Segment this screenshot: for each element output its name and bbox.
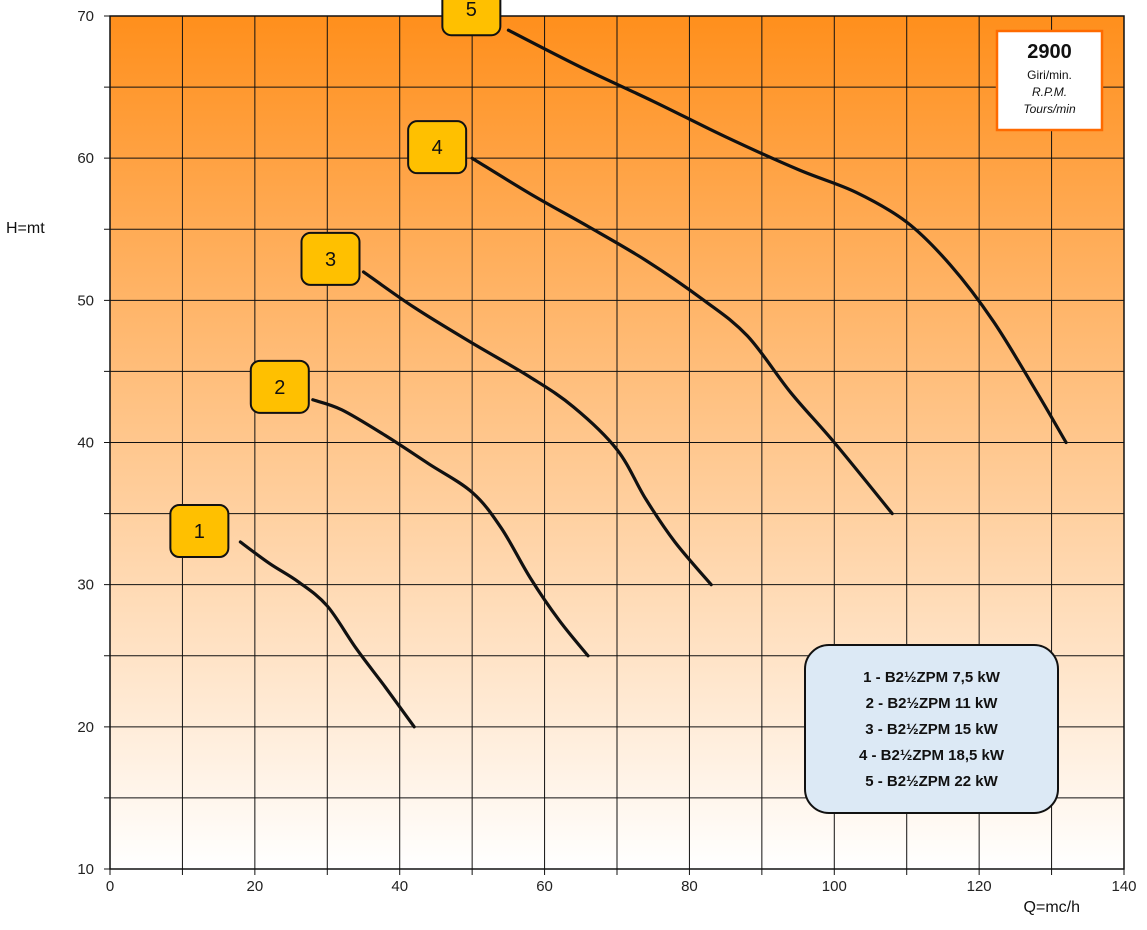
y-tick-label: 10	[77, 861, 94, 878]
curve-label-text: 1	[194, 521, 205, 543]
y-tick-label: 70	[77, 8, 94, 25]
curve-label-box	[407, 120, 468, 175]
pump-curve-5	[506, 28, 1068, 445]
curve-label-text: 4	[432, 137, 443, 159]
curve-label-text: 2	[274, 377, 285, 399]
y-tick-label: 50	[77, 292, 94, 309]
curve-label-text: 5	[466, 0, 477, 21]
x-tick-label: 40	[391, 878, 408, 895]
pump-curves	[238, 28, 1068, 729]
x-tick-label: 0	[106, 878, 114, 895]
y-tick-label: 60	[77, 150, 94, 167]
legend-entry-2: 2 - B2½ZPM 11 kW	[866, 695, 999, 712]
x-tick-label: 20	[247, 878, 264, 895]
rpm-line-1: Giri/min.	[1027, 68, 1072, 82]
curve-label-2: 2	[249, 359, 310, 414]
curve-label-text: 3	[325, 249, 336, 271]
y-tick-label: 30	[77, 577, 94, 594]
curve-label-box	[169, 504, 230, 559]
y-tick-label: 20	[77, 719, 94, 736]
x-tick-label: 100	[822, 878, 847, 895]
legend-entry-1: 1 - B2½ZPM 7,5 kW	[863, 669, 1001, 686]
legend: 1 - B2½ZPM 7,5 kW 2 - B2½ZPM 11 kW 3 - B…	[804, 644, 1059, 814]
curve-label-5: 5	[441, 0, 502, 37]
curve-label-3: 3	[300, 231, 361, 286]
curve-label-box	[300, 231, 361, 286]
legend-entry-3: 3 - B2½ZPM 15 kW	[865, 721, 998, 738]
legend-box	[804, 644, 1059, 814]
curve-label-4: 4	[407, 120, 468, 175]
rpm-line-3: Tours/min	[1023, 102, 1076, 116]
rpm-value: 2900	[1027, 41, 1072, 63]
x-tick-label: 80	[681, 878, 698, 895]
curve-label-1: 1	[169, 504, 230, 559]
pump-curve-1	[238, 540, 416, 729]
rpm-box: 2900 Giri/min. R.P.M. Tours/min	[995, 29, 1104, 132]
rpm-line-2: R.P.M.	[1032, 85, 1067, 99]
x-tick-label: 60	[536, 878, 553, 895]
x-tick-label: 140	[1111, 878, 1136, 895]
curve-number-labels: 1 2 3 4 5	[169, 0, 502, 559]
x-axis-label: Q=mc/h	[1024, 899, 1080, 916]
x-tick-labels: 0 20 40 60 80 100 120 140	[106, 878, 1137, 895]
plot-frame	[109, 15, 1125, 870]
y-tick-label: 40	[77, 435, 94, 452]
curve-label-box	[441, 0, 502, 37]
rpm-box-frame	[995, 29, 1104, 132]
curve-label-box	[249, 359, 310, 414]
pump-curve-3	[361, 270, 713, 587]
y-tick-labels: 10 20 30 40 50 60 70	[77, 8, 94, 878]
legend-entry-4: 4 - B2½ZPM 18,5 kW	[859, 747, 1005, 764]
legend-entry-5: 5 - B2½ZPM 22 kW	[865, 773, 998, 790]
y-axis-label: H=mt	[6, 220, 45, 237]
x-tick-label: 120	[967, 878, 992, 895]
pump-curve-4	[470, 156, 894, 516]
pump-curve-2	[311, 398, 590, 658]
